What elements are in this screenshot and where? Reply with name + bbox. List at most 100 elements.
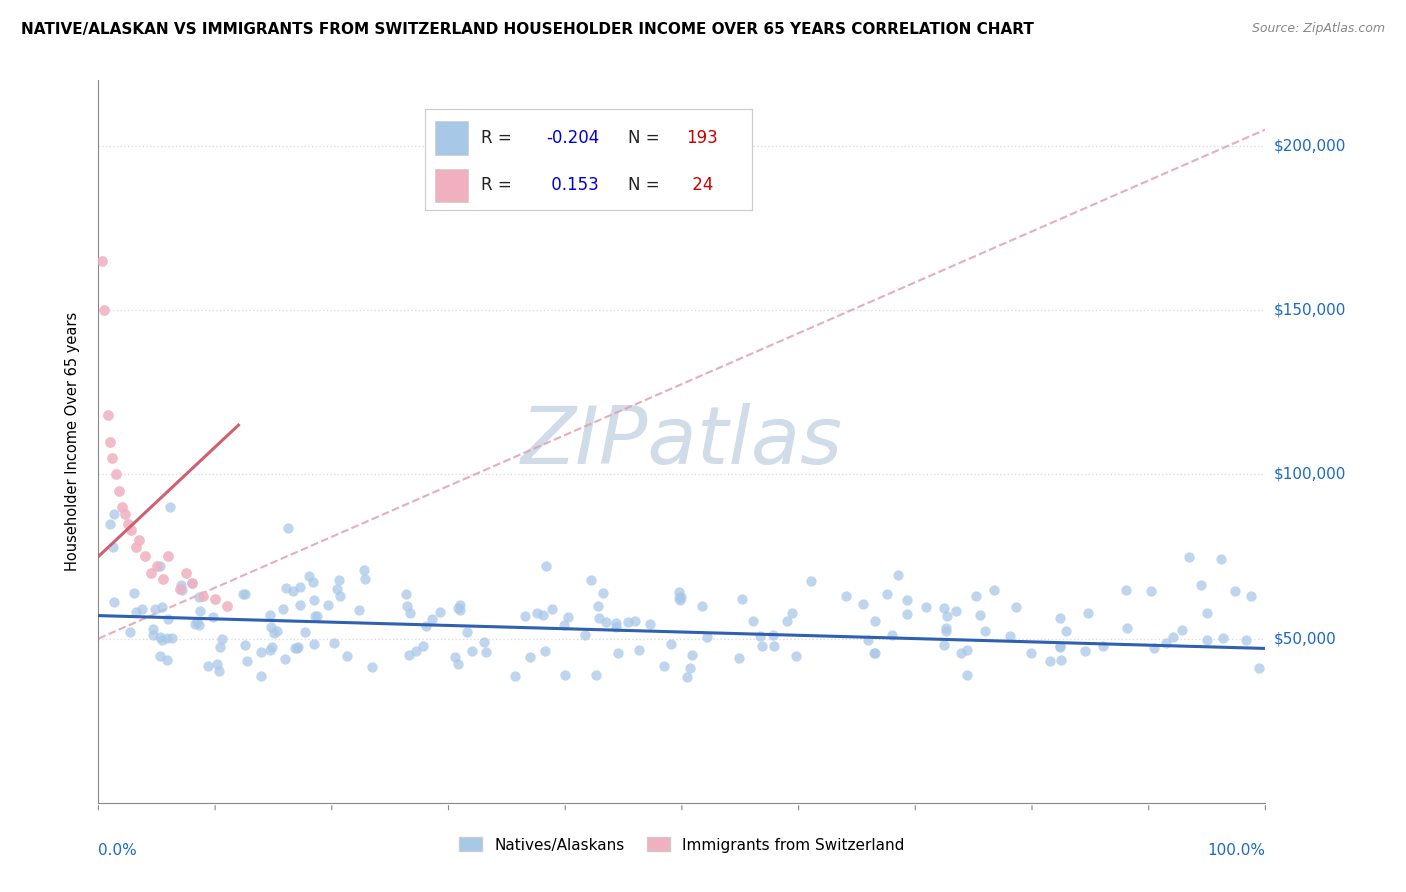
- Point: [935, 608, 957, 623]
- Point: [863, 646, 886, 660]
- Point: [143, 602, 166, 616]
- Point: [1223, 583, 1246, 598]
- Point: [519, 649, 541, 664]
- Y-axis label: Householder Income Over 65 years: Householder Income Over 65 years: [65, 312, 80, 571]
- Point: [150, 600, 173, 615]
- Point: [124, 586, 146, 600]
- Point: [349, 602, 371, 616]
- Point: [211, 632, 233, 646]
- Point: [249, 644, 271, 658]
- Point: [150, 632, 173, 647]
- Point: [302, 575, 325, 590]
- Point: [1019, 646, 1042, 660]
- Point: [329, 589, 352, 603]
- Point: [305, 609, 328, 624]
- Point: [858, 633, 880, 648]
- Point: [1049, 611, 1071, 625]
- Point: [676, 671, 699, 685]
- Point: [449, 603, 471, 617]
- Point: [659, 637, 682, 651]
- Point: [896, 592, 918, 607]
- Point: [748, 629, 770, 643]
- Point: [184, 617, 207, 632]
- Point: [139, 566, 162, 580]
- Point: [207, 657, 229, 672]
- Point: [1049, 640, 1071, 654]
- Point: [263, 625, 285, 640]
- Point: [277, 521, 299, 535]
- Point: [1234, 632, 1257, 647]
- Point: [914, 599, 936, 614]
- Point: [862, 646, 884, 660]
- Point: [934, 638, 956, 652]
- Point: [125, 605, 148, 619]
- Point: [731, 592, 754, 607]
- Point: [285, 641, 308, 656]
- Legend: Natives/Alaskans, Immigrants from Switzerland: Natives/Alaskans, Immigrants from Switze…: [451, 830, 912, 860]
- Point: [934, 600, 956, 615]
- Point: [180, 575, 202, 590]
- Text: Source: ZipAtlas.com: Source: ZipAtlas.com: [1251, 22, 1385, 36]
- Point: [553, 617, 575, 632]
- Point: [751, 640, 773, 654]
- Point: [1054, 624, 1077, 638]
- Point: [1074, 644, 1097, 658]
- Point: [117, 516, 139, 531]
- Point: [188, 604, 211, 618]
- Point: [1209, 551, 1232, 566]
- Point: [172, 583, 194, 598]
- Point: [886, 568, 908, 582]
- Point: [592, 585, 614, 599]
- Point: [627, 643, 650, 657]
- Point: [761, 627, 783, 641]
- Point: [536, 558, 558, 573]
- Point: [120, 523, 142, 537]
- Point: [605, 620, 627, 634]
- Point: [134, 549, 156, 564]
- Point: [513, 608, 536, 623]
- Point: [447, 600, 470, 615]
- Point: [128, 533, 150, 547]
- Point: [236, 654, 259, 668]
- Point: [461, 644, 484, 658]
- Point: [204, 592, 226, 607]
- Point: [623, 614, 645, 628]
- Point: [973, 624, 995, 638]
- Text: 100.0%: 100.0%: [1208, 843, 1265, 857]
- Point: [503, 669, 526, 683]
- Point: [149, 649, 172, 664]
- Point: [260, 640, 283, 655]
- Point: [727, 650, 749, 665]
- Point: [235, 638, 257, 652]
- Point: [271, 601, 294, 615]
- Point: [935, 621, 957, 635]
- Point: [475, 645, 498, 659]
- Point: [595, 615, 617, 630]
- Point: [588, 610, 610, 624]
- Point: [1195, 607, 1218, 621]
- Point: [98, 434, 121, 449]
- Point: [949, 647, 972, 661]
- Point: [328, 573, 350, 587]
- Point: [541, 602, 564, 616]
- Point: [782, 606, 804, 620]
- Point: [444, 650, 467, 665]
- Point: [98, 516, 121, 531]
- Text: $150,000: $150,000: [1274, 302, 1346, 318]
- Point: [896, 607, 918, 622]
- Point: [1000, 629, 1022, 643]
- Point: [325, 582, 347, 596]
- Point: [90, 253, 112, 268]
- Point: [174, 566, 197, 580]
- Point: [1156, 636, 1178, 650]
- Point: [945, 604, 967, 618]
- Text: ZIPatlas: ZIPatlas: [520, 402, 844, 481]
- Point: [696, 631, 718, 645]
- Point: [956, 642, 979, 657]
- Point: [142, 622, 165, 636]
- Point: [969, 608, 991, 623]
- Point: [142, 627, 165, 641]
- Point: [197, 659, 219, 673]
- Point: [156, 653, 179, 667]
- Point: [1177, 550, 1199, 565]
